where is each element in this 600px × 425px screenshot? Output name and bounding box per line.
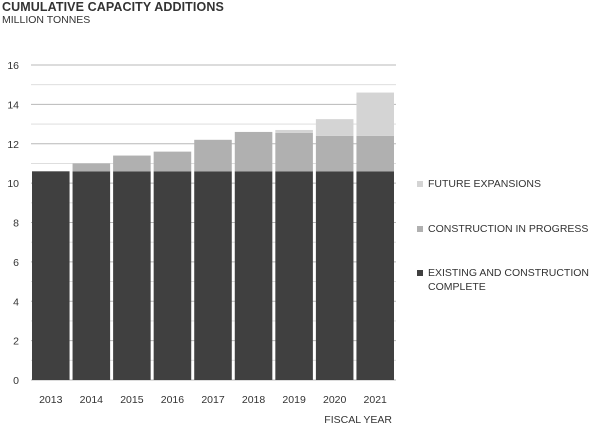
bar-2019-series-2: [275, 129, 313, 133]
y-tick-label: 14: [7, 99, 19, 111]
bar-2015-series-1: [113, 155, 151, 172]
y-tick-label: 2: [13, 336, 19, 348]
x-tick-label: 2016: [161, 394, 185, 406]
y-tick-label: 4: [13, 296, 19, 308]
bar-2015-series-0: [113, 171, 151, 380]
y-tick-label: 8: [13, 218, 19, 230]
bar-2017-series-1: [194, 139, 232, 172]
bar-2016-series-1: [153, 151, 192, 172]
chart-title: CUMULATIVE CAPACITY ADDITIONS: [2, 0, 224, 14]
bar-2018-series-0: [234, 171, 273, 380]
legend-label-in-progress: CONSTRUCTION IN PROGRESS: [428, 223, 589, 235]
y-tick-label: 6: [13, 257, 19, 269]
bar-2016-series-0: [153, 171, 192, 380]
x-tick-label: 2019: [282, 394, 306, 406]
x-tick-label: 2021: [364, 394, 388, 406]
bar-2020-series-1: [315, 135, 354, 172]
y-tick-label: 10: [7, 178, 19, 190]
bar-2021-series-0: [356, 171, 394, 380]
x-tick-label: 2013: [39, 394, 63, 406]
chart-subtitle: MILLION TONNES: [2, 14, 91, 26]
bar-2013-series-0: [32, 171, 70, 380]
x-tick-label: 2014: [80, 394, 104, 406]
bar-2017-series-0: [194, 171, 232, 380]
bar-2021-series-1: [356, 135, 394, 172]
y-tick-label: 12: [7, 139, 19, 151]
bar-2020-series-0: [315, 171, 354, 380]
bar-2019-series-0: [275, 171, 313, 380]
legend-swatch-future: [417, 181, 423, 187]
x-tick-label: 2018: [242, 394, 266, 406]
bar-2019-series-1: [275, 132, 313, 172]
y-tick-label: 16: [7, 60, 19, 72]
legend-label-existing: EXISTING AND CONSTRUCTION COMPLETE: [428, 267, 590, 293]
legend-label-future: FUTURE EXPANSIONS: [428, 178, 541, 190]
x-axis-label: FISCAL YEAR: [324, 414, 392, 425]
bar-2014-series-0: [72, 171, 111, 380]
bar-2018-series-1: [234, 131, 273, 172]
bar-2014-series-1: [72, 163, 111, 172]
y-tick-label: 0: [13, 375, 19, 387]
legend-swatch-in-progress: [417, 226, 423, 232]
bar-2020-series-2: [315, 119, 354, 136]
legend-swatch-existing: [417, 270, 423, 276]
bar-2021-series-2: [356, 92, 394, 136]
x-tick-label: 2015: [120, 394, 144, 406]
x-tick-label: 2020: [323, 394, 347, 406]
x-tick-label: 2017: [201, 394, 225, 406]
